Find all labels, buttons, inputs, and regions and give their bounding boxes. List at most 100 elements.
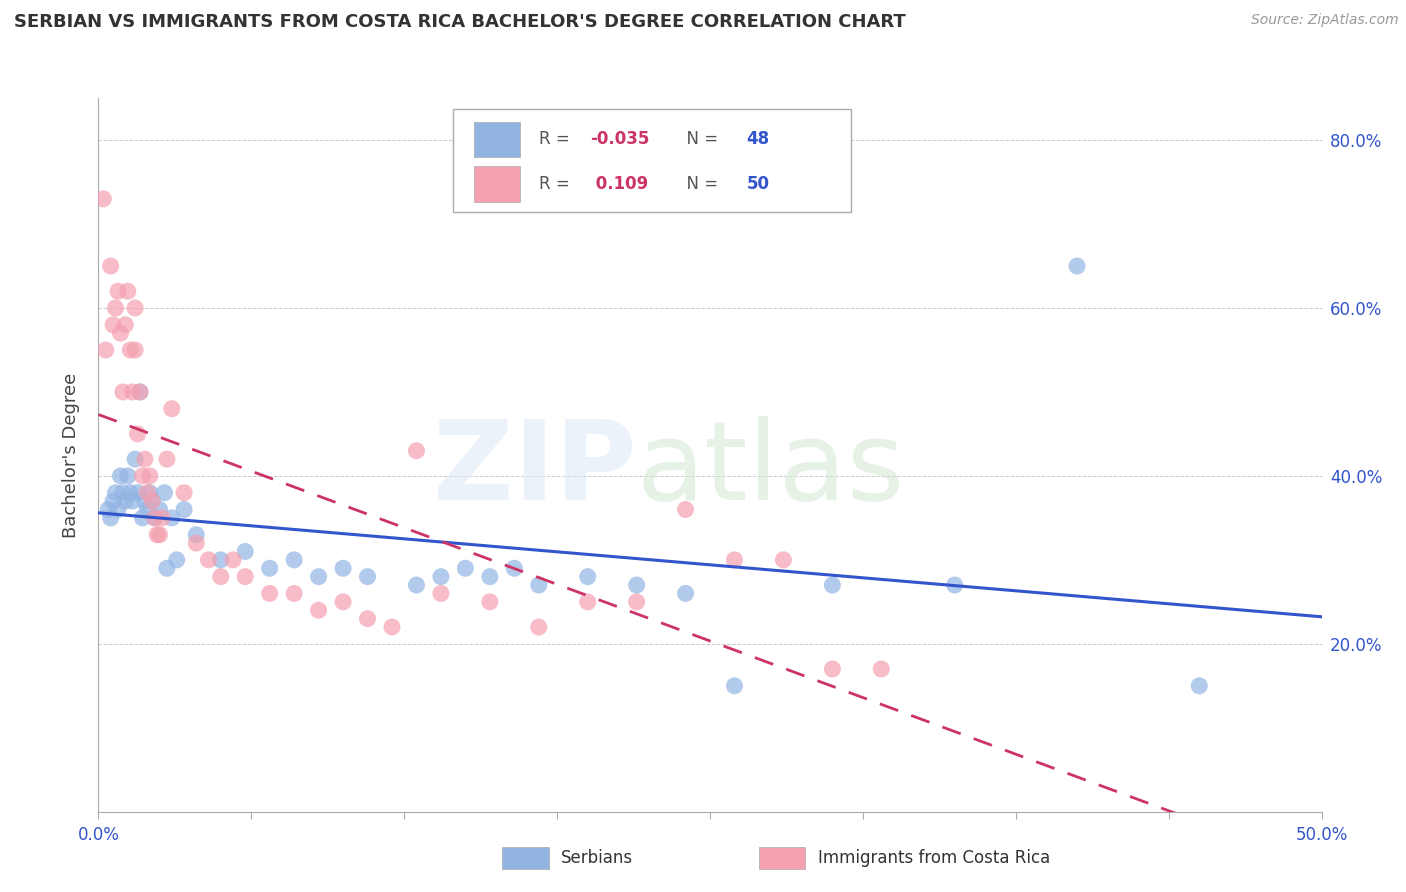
Text: R =: R = [538, 130, 575, 148]
Point [173, 485, 195, 500]
Point [527, 620, 550, 634]
Text: Serbians: Serbians [561, 849, 633, 867]
Point [723, 679, 745, 693]
Point [149, 527, 172, 541]
Point [94, 343, 117, 357]
Point [675, 586, 697, 600]
Point [308, 569, 330, 583]
Y-axis label: Bachelor's Degree: Bachelor's Degree [62, 372, 80, 538]
Point [111, 485, 134, 500]
Point [91, 192, 114, 206]
Text: R =: R = [538, 175, 575, 193]
FancyBboxPatch shape [474, 166, 520, 202]
Point [381, 620, 404, 634]
Point [283, 586, 305, 600]
Point [136, 485, 159, 500]
Point [209, 553, 232, 567]
Point [405, 443, 427, 458]
Point [104, 485, 127, 500]
Point [527, 578, 550, 592]
Point [821, 578, 844, 592]
Point [160, 511, 183, 525]
Point [110, 326, 132, 341]
Text: N =: N = [676, 130, 723, 148]
Point [124, 452, 146, 467]
Text: 50: 50 [747, 175, 769, 193]
Point [100, 511, 122, 525]
Point [197, 553, 219, 567]
Point [129, 384, 152, 399]
Point [576, 595, 599, 609]
Point [114, 494, 136, 508]
Point [259, 561, 281, 575]
Point [222, 553, 245, 567]
Point [186, 527, 208, 541]
Text: ZIP: ZIP [433, 416, 637, 523]
Point [1188, 679, 1211, 693]
Point [101, 318, 124, 332]
Point [723, 553, 745, 567]
Point [308, 603, 330, 617]
Point [166, 553, 188, 567]
Point [110, 469, 132, 483]
Point [121, 494, 143, 508]
Point [153, 485, 176, 500]
Point [149, 502, 172, 516]
Point [143, 511, 166, 525]
Point [160, 401, 183, 416]
Point [107, 502, 129, 516]
Point [675, 502, 697, 516]
Point [173, 502, 195, 516]
Point [120, 343, 142, 357]
Point [626, 578, 648, 592]
Point [209, 569, 232, 583]
Point [454, 561, 477, 575]
Point [821, 662, 844, 676]
Point [100, 259, 122, 273]
Point [576, 569, 599, 583]
Text: atlas: atlas [637, 416, 905, 523]
Point [117, 469, 139, 483]
Point [332, 595, 354, 609]
Point [233, 544, 256, 558]
Point [356, 569, 378, 583]
Point [129, 384, 152, 399]
FancyBboxPatch shape [453, 109, 851, 212]
Point [141, 494, 163, 508]
Text: N =: N = [676, 175, 723, 193]
Point [356, 612, 378, 626]
Point [1066, 259, 1088, 273]
Point [332, 561, 354, 575]
Point [430, 586, 453, 600]
Text: 48: 48 [747, 130, 770, 148]
Point [124, 301, 146, 315]
Text: SERBIAN VS IMMIGRANTS FROM COSTA RICA BACHELOR'S DEGREE CORRELATION CHART: SERBIAN VS IMMIGRANTS FROM COSTA RICA BA… [14, 13, 905, 31]
Point [143, 511, 166, 525]
Point [139, 469, 162, 483]
Point [120, 485, 142, 500]
Point [134, 494, 156, 508]
Text: Immigrants from Costa Rica: Immigrants from Costa Rica [818, 849, 1050, 867]
Point [870, 662, 893, 676]
Point [127, 485, 149, 500]
Point [127, 426, 149, 441]
Point [139, 485, 162, 500]
Point [478, 595, 501, 609]
Point [141, 494, 163, 508]
Point [111, 384, 134, 399]
FancyBboxPatch shape [502, 847, 548, 869]
Point [101, 494, 124, 508]
Point [943, 578, 966, 592]
Point [134, 452, 156, 467]
Point [478, 569, 501, 583]
Point [405, 578, 427, 592]
Point [107, 284, 129, 298]
Point [121, 384, 143, 399]
Point [430, 569, 453, 583]
Point [156, 452, 179, 467]
Point [156, 561, 179, 575]
Point [97, 502, 120, 516]
Point [124, 343, 146, 357]
Point [117, 284, 139, 298]
Point [233, 569, 256, 583]
